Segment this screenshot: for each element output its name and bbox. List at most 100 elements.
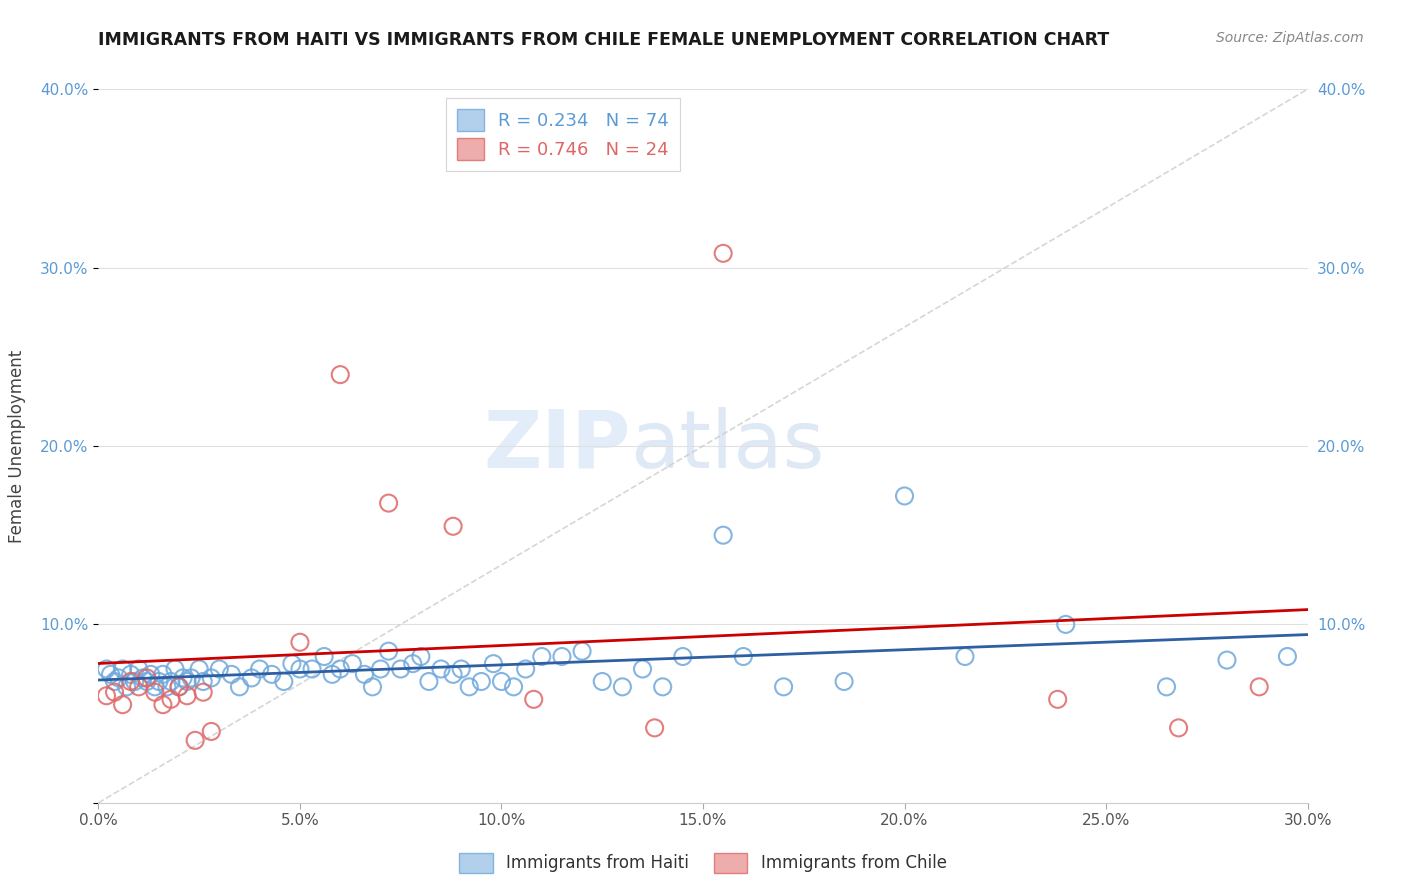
Point	[953, 649, 976, 664]
Point	[651, 680, 673, 694]
Point	[470, 674, 492, 689]
Point	[115, 680, 138, 694]
Point	[143, 680, 166, 694]
Point	[530, 649, 553, 664]
Point	[314, 649, 336, 664]
Point	[111, 698, 134, 712]
Point	[200, 724, 222, 739]
Point	[772, 680, 794, 694]
Point	[402, 657, 425, 671]
Point	[135, 674, 157, 689]
Point	[1216, 653, 1239, 667]
Point	[377, 644, 399, 658]
Point	[1046, 692, 1069, 706]
Point	[1249, 680, 1271, 694]
Point	[733, 649, 755, 664]
Point	[631, 662, 654, 676]
Point	[176, 689, 198, 703]
Point	[156, 680, 179, 694]
Point	[96, 689, 118, 703]
Text: atlas: atlas	[630, 407, 825, 485]
Point	[107, 671, 129, 685]
Point	[152, 667, 174, 681]
Point	[160, 692, 183, 706]
Point	[260, 667, 283, 681]
Point	[301, 662, 323, 676]
Point	[128, 680, 150, 694]
Point	[353, 667, 375, 681]
Point	[172, 671, 194, 685]
Point	[135, 671, 157, 685]
Point	[612, 680, 634, 694]
Point	[441, 667, 464, 681]
Text: IMMIGRANTS FROM HAITI VS IMMIGRANTS FROM CHILE FEMALE UNEMPLOYMENT CORRELATION C: IMMIGRANTS FROM HAITI VS IMMIGRANTS FROM…	[98, 31, 1109, 49]
Point	[148, 674, 170, 689]
Point	[672, 649, 695, 664]
Point	[96, 662, 118, 676]
Point	[288, 662, 311, 676]
Point	[143, 685, 166, 699]
Point	[591, 674, 613, 689]
Legend: Immigrants from Haiti, Immigrants from Chile: Immigrants from Haiti, Immigrants from C…	[453, 847, 953, 880]
Point	[441, 519, 464, 533]
Point	[152, 698, 174, 712]
Point	[1277, 649, 1299, 664]
Point	[167, 680, 190, 694]
Point	[450, 662, 472, 676]
Point	[167, 680, 190, 694]
Point	[361, 680, 384, 694]
Point	[409, 649, 432, 664]
Point	[711, 528, 734, 542]
Point	[523, 692, 546, 706]
Point	[111, 662, 134, 676]
Point	[163, 662, 186, 676]
Text: Source: ZipAtlas.com: Source: ZipAtlas.com	[1216, 31, 1364, 45]
Point	[502, 680, 524, 694]
Point	[430, 662, 453, 676]
Point	[176, 674, 198, 689]
Point	[124, 674, 146, 689]
Point	[377, 496, 399, 510]
Point	[1156, 680, 1178, 694]
Point	[711, 246, 734, 260]
Point	[329, 368, 352, 382]
Text: ZIP: ZIP	[484, 407, 630, 485]
Point	[180, 671, 202, 685]
Point	[160, 674, 183, 689]
Point	[288, 635, 311, 649]
Point	[193, 685, 215, 699]
Point	[103, 674, 125, 689]
Legend: R = 0.234   N = 74, R = 0.746   N = 24: R = 0.234 N = 74, R = 0.746 N = 24	[446, 98, 681, 171]
Point	[184, 733, 207, 747]
Point	[208, 662, 231, 676]
Point	[389, 662, 412, 676]
Point	[100, 667, 122, 681]
Point	[418, 674, 440, 689]
Point	[551, 649, 574, 664]
Point	[321, 667, 343, 681]
Point	[240, 671, 263, 685]
Point	[132, 671, 155, 685]
Point	[1167, 721, 1189, 735]
Point	[482, 657, 505, 671]
Point	[832, 674, 855, 689]
Point	[128, 662, 150, 676]
Point	[139, 667, 162, 681]
Point	[644, 721, 666, 735]
Point	[200, 671, 222, 685]
Point	[515, 662, 537, 676]
Point	[249, 662, 271, 676]
Point	[342, 657, 364, 671]
Point	[120, 667, 142, 681]
Point	[188, 662, 211, 676]
Point	[571, 644, 593, 658]
Point	[1054, 617, 1077, 632]
Point	[281, 657, 304, 671]
Point	[273, 674, 295, 689]
Point	[458, 680, 481, 694]
Point	[120, 674, 142, 689]
Point	[221, 667, 243, 681]
Point	[228, 680, 250, 694]
Point	[370, 662, 392, 676]
Point	[893, 489, 915, 503]
